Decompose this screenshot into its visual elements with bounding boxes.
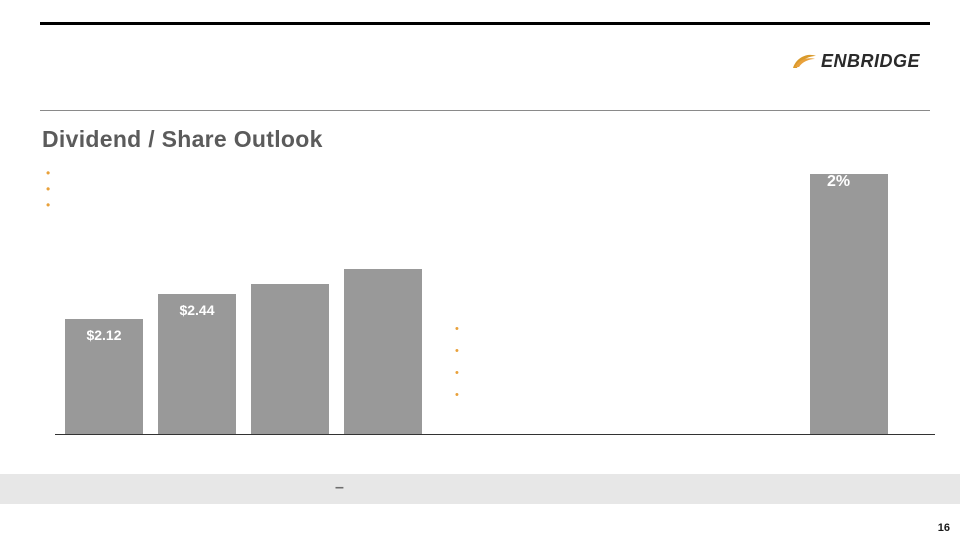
bullet-item <box>455 318 465 340</box>
top-rule <box>40 22 930 25</box>
page-number: 16 <box>938 522 950 534</box>
footer-band <box>0 474 960 504</box>
divider <box>40 110 930 111</box>
chart-bar <box>251 284 329 434</box>
chart-bar <box>810 174 888 434</box>
bullet-item <box>455 384 465 406</box>
bar-label: $2.12 <box>65 327 143 343</box>
bullet-item <box>455 340 465 362</box>
brand-logo: ENBRIDGE <box>791 50 920 72</box>
chart-bar: $2.12 <box>65 319 143 434</box>
chart-bar <box>344 269 422 434</box>
chart-callout: 2% <box>827 173 850 191</box>
page-title: Dividend / Share Outlook <box>42 126 323 153</box>
brand-name: ENBRIDGE <box>821 51 920 72</box>
footer-dash: – <box>335 479 344 497</box>
bar-label: $2.44 <box>158 302 236 318</box>
chart-bar: $2.44 <box>158 294 236 434</box>
bullets-mid <box>455 318 465 406</box>
logo-swoosh-icon <box>791 50 817 72</box>
dividend-chart: $2.12 $2.44 2% <box>55 170 935 435</box>
chart-axis <box>55 434 935 435</box>
bullet-item <box>455 362 465 384</box>
